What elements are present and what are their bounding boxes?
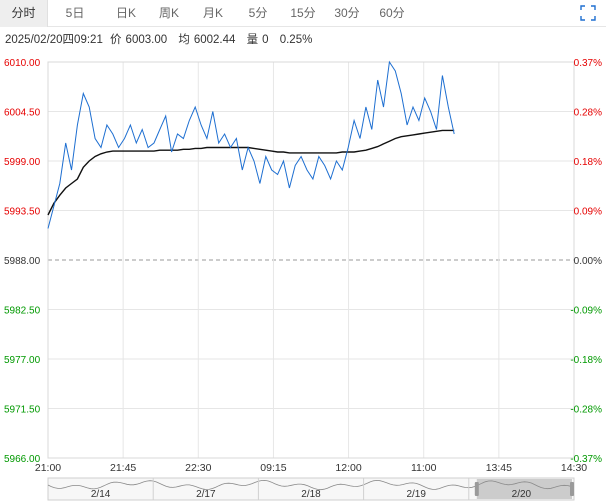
x-tick-label: 21:00 bbox=[35, 462, 61, 474]
tab-30min[interactable]: 30分 bbox=[334, 6, 360, 20]
y-tick-label-right: 0.28% bbox=[574, 108, 602, 119]
y-tick-label-right: 0.00% bbox=[574, 256, 602, 267]
period-tabs: 分时 5日 日K 周K 月K 5分 15分 30分 60分 bbox=[0, 0, 606, 27]
y-tick-label-left: 6004.50 bbox=[4, 108, 41, 119]
x-axis: 21:00 21:45 22:30 09:15 12:00 11:00 13:45 14:30 bbox=[35, 462, 587, 474]
y-tick-label-right: -0.28% bbox=[570, 405, 602, 416]
y-tick-label-left: 5993.50 bbox=[4, 207, 41, 218]
y-tick-label-right: -0.37% bbox=[570, 454, 602, 465]
intraday-chart[interactable]: 6010.00 6004.50 5999.00 5993.50 5988.00 5982.… bbox=[0, 48, 606, 503]
tab-5min[interactable]: 5分 bbox=[248, 6, 268, 20]
date-navigator[interactable]: 2/14 2/17 2/18 2/19 2/20 bbox=[47, 477, 575, 501]
navigator-date-label: 2/19 bbox=[406, 489, 426, 500]
price-label: 价 bbox=[110, 34, 122, 46]
y-tick-label-left: 5999.00 bbox=[4, 157, 41, 168]
tab-weekly-k[interactable]: 周K bbox=[158, 6, 179, 20]
volume-value: 0 bbox=[262, 34, 269, 46]
x-tick-label: 12:00 bbox=[335, 462, 361, 474]
navigator-date-label: 2/14 bbox=[91, 489, 111, 500]
tab-intraday[interactable]: 分时 bbox=[0, 0, 48, 27]
tab-60min[interactable]: 60分 bbox=[379, 6, 405, 20]
y-tick-label-right: 0.37% bbox=[574, 58, 602, 69]
navigator-date-label: 2/18 bbox=[301, 489, 321, 500]
y-tick-label-left: 5971.50 bbox=[4, 405, 41, 416]
quote-datetime: 2025/02/20四09:21 bbox=[5, 34, 103, 46]
x-tick-label: 11:00 bbox=[411, 462, 437, 474]
y-tick-label-left: 5977.00 bbox=[4, 355, 41, 366]
y-tick-label-right: 0.09% bbox=[574, 207, 602, 218]
y-tick-label-right: -0.09% bbox=[570, 306, 602, 317]
navigator-date-label: 2/17 bbox=[196, 489, 216, 500]
plot-border bbox=[47, 61, 575, 459]
tab-15min[interactable]: 15分 bbox=[290, 6, 316, 20]
tab-daily-k[interactable]: 日K bbox=[115, 6, 136, 20]
navigator-sparkline bbox=[47, 479, 575, 491]
y-axis-left: 6010.00 6004.50 5999.00 5993.50 5988.00 5982.… bbox=[4, 58, 41, 465]
price-value: 6003.00 bbox=[125, 34, 168, 46]
avg-value: 6002.44 bbox=[193, 34, 236, 46]
x-tick-label: 21:45 bbox=[110, 462, 136, 474]
average-price-line bbox=[47, 129, 455, 216]
navigator-handle[interactable] bbox=[570, 482, 574, 496]
y-tick-label-left: 5988.00 bbox=[4, 256, 41, 267]
y-tick-label-right: -0.18% bbox=[570, 355, 602, 366]
x-tick-label: 14:30 bbox=[561, 462, 587, 474]
expand-icon[interactable] bbox=[580, 5, 596, 21]
tab-monthly-k[interactable]: 月K bbox=[202, 6, 223, 20]
y-tick-label-left: 6010.00 bbox=[4, 58, 41, 69]
price-line bbox=[47, 60, 455, 229]
tab-5day[interactable]: 5日 bbox=[65, 6, 85, 20]
chart-grid bbox=[47, 61, 575, 459]
y-tick-label-left: 5982.50 bbox=[4, 306, 41, 317]
navigator-date-label: 2/20 bbox=[512, 489, 532, 500]
navigator-selection bbox=[476, 479, 572, 499]
y-tick-label-left: 5966.00 bbox=[4, 454, 41, 465]
volume-label: 量 bbox=[246, 34, 259, 46]
x-tick-label: 09:15 bbox=[260, 462, 286, 474]
navigator-handle[interactable] bbox=[474, 482, 479, 496]
x-tick-label: 22:30 bbox=[185, 462, 211, 474]
y-tick-label-right: 0.18% bbox=[574, 157, 602, 168]
y-axis-right: 0.37% 0.28% 0.18% 0.09% 0.00% -0.09% -0.18% -0.… bbox=[570, 58, 602, 465]
x-tick-label: 13:45 bbox=[486, 462, 512, 474]
avg-label: 均 bbox=[178, 34, 190, 46]
change-percent: 0.25% bbox=[279, 34, 313, 46]
